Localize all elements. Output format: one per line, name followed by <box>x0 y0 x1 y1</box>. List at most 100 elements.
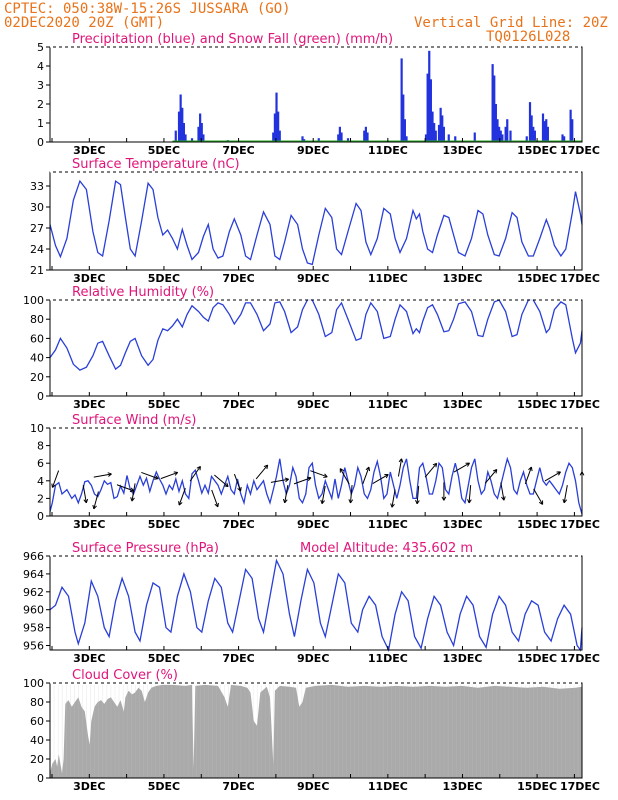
cloud-area <box>50 684 582 778</box>
wind-arrow-head <box>415 499 420 505</box>
precip-bar <box>530 115 533 142</box>
precip-bar <box>454 136 457 142</box>
y-tick-label: 960 <box>23 604 44 617</box>
x-tick-label: 15DEC <box>517 518 557 531</box>
precip-bar <box>426 73 429 142</box>
y-tick-label: 4 <box>37 60 44 73</box>
panel-title: Surface Pressure (hPa) <box>72 541 219 556</box>
wind-arrow-head <box>323 473 328 478</box>
y-tick-label: 962 <box>23 586 44 599</box>
x-tick-label: 9DEC <box>297 780 329 793</box>
header: CPTEC: 050:38W-15:26S JUSSARA (GO) 02DEC… <box>4 1 608 45</box>
x-tick-label: 9DEC <box>297 398 329 411</box>
wind-arrow <box>131 483 136 502</box>
x-tick-label: 7DEC <box>222 144 254 157</box>
precip-bar <box>202 134 205 142</box>
panel-temperature: Surface Temperature (nC) 21 24 27 30 33 3DEC 5D… <box>30 157 600 285</box>
x-tick-label: 5DEC <box>148 652 180 665</box>
wind-arrow-head <box>465 462 470 467</box>
date-line: 02DEC2020 20Z (GMT) <box>4 15 164 31</box>
wind-arrow-head <box>173 471 179 476</box>
precip-bar <box>541 113 545 142</box>
x-tick-label: 9DEC <box>297 652 329 665</box>
precip-bar <box>504 126 507 142</box>
panel-pressure: Surface Pressure (hPa) Model Altitude: 43… <box>23 541 600 665</box>
x-tick-label: 15DEC <box>517 144 557 157</box>
precip-bar <box>424 134 428 142</box>
precip-bar <box>545 119 548 142</box>
x-tick-label: 5DEC <box>148 518 180 531</box>
panel-frame <box>49 299 583 397</box>
wind-arrow <box>189 466 201 482</box>
y-tick-label: 2 <box>37 492 44 505</box>
wind-arrow <box>93 473 112 478</box>
x-tick-label: 17DEC <box>560 780 600 793</box>
wind-arrow-head <box>284 477 289 483</box>
panel-title: Relative Humidity (%) <box>72 285 214 300</box>
wind-arrow <box>141 471 159 480</box>
wind-arrow-head <box>130 497 135 502</box>
x-tick-label: 3DEC <box>73 272 105 285</box>
panel-precip: Precipitation (blue) and Snow Fall (gree… <box>37 32 600 157</box>
x-tick-label: 17DEC <box>560 652 600 665</box>
precip-bar <box>525 136 528 142</box>
wind-arrow <box>310 470 328 478</box>
wind-arrow <box>321 485 326 504</box>
wind-arrow <box>339 468 350 485</box>
wind-arrow <box>116 484 135 492</box>
x-tick-label: 5DEC <box>148 398 180 411</box>
wind-arrow-head <box>348 499 354 504</box>
x-tick-label: 17DEC <box>560 144 600 157</box>
x-tick-label: 3DEC <box>73 398 105 411</box>
wind-arrow <box>524 466 532 485</box>
wind-arrow-head <box>51 483 56 488</box>
wind-arrow <box>563 485 568 503</box>
precip-bar <box>275 92 278 142</box>
x-tick-label: 13DEC <box>442 780 482 793</box>
x-tick-label: 7DEC <box>222 780 254 793</box>
wind-arrow-head <box>528 466 533 472</box>
precip-bar <box>498 126 501 142</box>
x-tick-label: 15DEC <box>517 780 557 793</box>
panel-title: Precipitation (blue) and Snow Fall (gree… <box>72 32 393 47</box>
y-tick-label: 2 <box>37 98 44 111</box>
x-tick-label: 17DEC <box>560 518 600 531</box>
y-tick-label: 20 <box>30 371 44 384</box>
precip-bar <box>273 113 276 142</box>
y-tick-label: 24 <box>30 243 44 256</box>
precip-bar <box>190 138 194 142</box>
x-tick-label: 7DEC <box>222 272 254 285</box>
precip-bar <box>400 58 403 142</box>
panel-humidity: Relative Humidity (%) 0 20 40 60 80 100 3DEC 5DE… <box>23 285 600 411</box>
precip-bar <box>200 123 203 142</box>
precip-bar <box>441 115 444 142</box>
wind-arrow <box>93 491 99 509</box>
y-tick-label: 0 <box>37 510 44 523</box>
wind-arrow-head <box>83 498 89 504</box>
precip-bar <box>184 134 187 142</box>
precip-bar <box>561 134 564 142</box>
precip-bar <box>509 130 512 142</box>
wind-arrow-head <box>390 503 395 508</box>
x-tick-label: 17DEC <box>560 272 600 285</box>
wind-arrow-head <box>562 498 568 504</box>
precip-bar <box>442 126 445 142</box>
y-tick-label: 40 <box>30 734 44 747</box>
precip-bar <box>366 132 369 142</box>
x-tick-label: 3DEC <box>73 780 105 793</box>
x-tick-label: 11DEC <box>368 518 408 531</box>
x-tick-label: 3DEC <box>73 652 105 665</box>
wind-arrow <box>484 469 498 484</box>
precip-bar <box>499 130 502 142</box>
x-tick-label: 7DEC <box>222 518 254 531</box>
wind-arrow-head <box>214 502 219 508</box>
wind-arrow <box>293 477 312 485</box>
wind-arrow-head <box>237 486 242 492</box>
panel-cloud: Cloud Cover (%) 0 20 40 60 80 100 3DEC 5DEC 7DEC 9… <box>23 668 600 793</box>
y-tick-label: 0 <box>37 390 44 403</box>
precip-bar <box>364 126 367 142</box>
wind-arrow-head <box>501 496 506 501</box>
precip-bar <box>197 126 200 142</box>
x-tick-label: 11DEC <box>368 780 408 793</box>
grid-note: Vertical Grid Line: 20Z <box>414 15 608 31</box>
